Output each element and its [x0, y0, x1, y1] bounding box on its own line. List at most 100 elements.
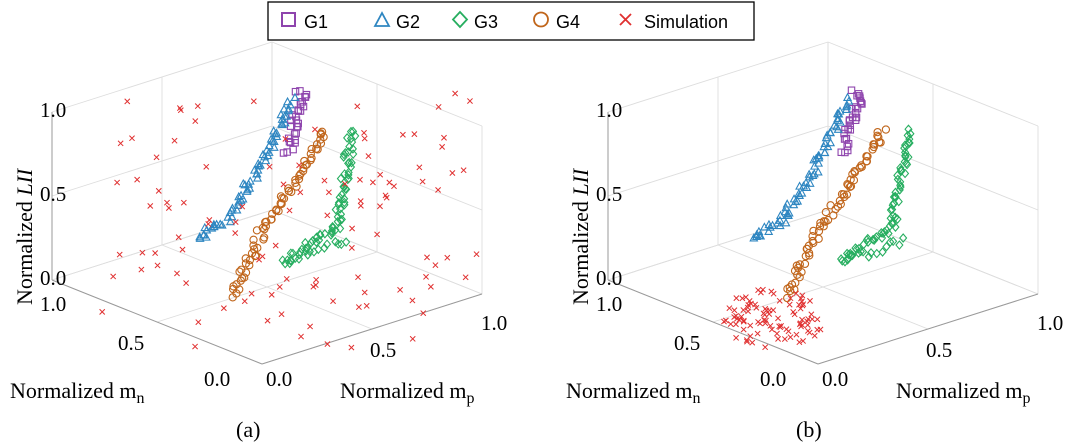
panel-a: 1.0 0.5 0.0 1.0 0.5 0.0 0.0 0.5 1.0 Norm… [10, 41, 507, 442]
point-simulation [722, 317, 729, 324]
point-simulation [462, 274, 469, 281]
point-g2 [269, 142, 279, 151]
point-simulation [152, 250, 159, 257]
legend-marker-triangle [373, 11, 391, 27]
point-simulation [382, 192, 389, 199]
point-simulation [754, 330, 761, 337]
series-g3 [278, 126, 360, 266]
point-g4 [312, 144, 321, 153]
grid-line [827, 41, 1039, 127]
point-g3 [348, 126, 358, 137]
legend-marker-square [281, 12, 296, 27]
point-g4 [863, 152, 872, 161]
point-g3 [888, 204, 897, 215]
point-g4 [247, 249, 257, 258]
point-g3 [333, 216, 342, 227]
panel-a-xtick-05: 0.5 [370, 338, 396, 362]
point-g2 [264, 147, 274, 156]
point-g3 [334, 239, 343, 249]
point-simulation [296, 162, 303, 169]
point-g2 [279, 104, 289, 113]
point-g4 [857, 161, 866, 170]
point-g2 [794, 188, 804, 198]
point-g3 [344, 147, 353, 157]
point-simulation [272, 242, 279, 249]
point-g3 [348, 144, 358, 154]
point-simulation [155, 187, 162, 194]
point-simulation [192, 118, 199, 125]
legend-label-g3: G3 [474, 12, 498, 32]
point-simulation [177, 107, 184, 114]
point-simulation [460, 167, 467, 174]
point-simulation [740, 318, 747, 325]
legend-label-simulation: Simulation [644, 12, 728, 32]
panel-b-grid [607, 41, 1039, 365]
point-g2 [285, 100, 295, 109]
point-g2 [253, 165, 263, 174]
point-simulation [397, 286, 404, 293]
point-g2 [272, 128, 282, 137]
point-g3 [886, 237, 895, 247]
point-simulation [179, 246, 186, 253]
point-g3 [294, 254, 304, 264]
point-g3 [327, 226, 337, 236]
point-g4 [819, 217, 828, 226]
point-simulation [740, 317, 747, 324]
point-g1 [845, 117, 854, 125]
point-g2 [814, 153, 824, 162]
point-simulation [386, 179, 393, 186]
point-simulation [192, 343, 199, 350]
point-simulation [732, 321, 739, 328]
legend-entry-g2: G2 [373, 11, 420, 32]
point-g2 [290, 92, 300, 101]
point-g4 [259, 233, 269, 242]
point-g3 [312, 232, 322, 242]
point-g2 [843, 92, 853, 101]
point-simulation [775, 315, 781, 322]
panel-b-ytick-0: 0.0 [760, 367, 786, 391]
point-simulation [814, 316, 821, 323]
grid-line [827, 125, 1039, 211]
point-simulation [313, 276, 320, 283]
point-g2 [217, 220, 227, 229]
point-g3 [846, 250, 855, 261]
point-simulation [781, 336, 788, 342]
point-g3 [906, 128, 915, 139]
series-simulation [99, 90, 480, 351]
point-simulation [183, 280, 190, 287]
point-g4 [307, 153, 316, 163]
point-g2 [215, 219, 225, 228]
panel-a-ytick-05: 0.5 [118, 331, 144, 355]
point-g3 [878, 247, 887, 257]
legend: G1 G2 G3 G4 Simulation [267, 1, 755, 41]
point-g3 [896, 182, 905, 192]
point-g2 [284, 104, 294, 113]
point-simulation [787, 295, 794, 302]
point-g3 [897, 166, 906, 176]
panel-b-ztick-05: 0.5 [596, 182, 622, 206]
point-g2 [261, 155, 271, 165]
point-simulation [355, 274, 361, 281]
panel-b-ztick-0: 0.0 [596, 266, 622, 290]
point-simulation [770, 307, 777, 314]
point-g2 [269, 126, 279, 135]
point-simulation [808, 311, 815, 318]
series-g2 [749, 92, 854, 242]
point-g3 [336, 209, 346, 220]
point-g2 [754, 226, 764, 236]
point-g4 [833, 202, 843, 211]
point-simulation [276, 283, 283, 290]
grid-line [51, 125, 273, 197]
point-g2 [754, 230, 764, 240]
point-g2 [283, 96, 293, 106]
point-g3 [893, 214, 902, 224]
point-simulation [391, 183, 397, 190]
point-simulation [799, 292, 806, 299]
point-simulation [811, 332, 818, 339]
legend-entry-g4: G4 [533, 11, 580, 32]
point-simulation [264, 317, 271, 324]
point-g3 [320, 228, 330, 239]
point-simulation [174, 270, 180, 277]
point-g3 [344, 170, 353, 180]
point-simulation [195, 319, 202, 326]
